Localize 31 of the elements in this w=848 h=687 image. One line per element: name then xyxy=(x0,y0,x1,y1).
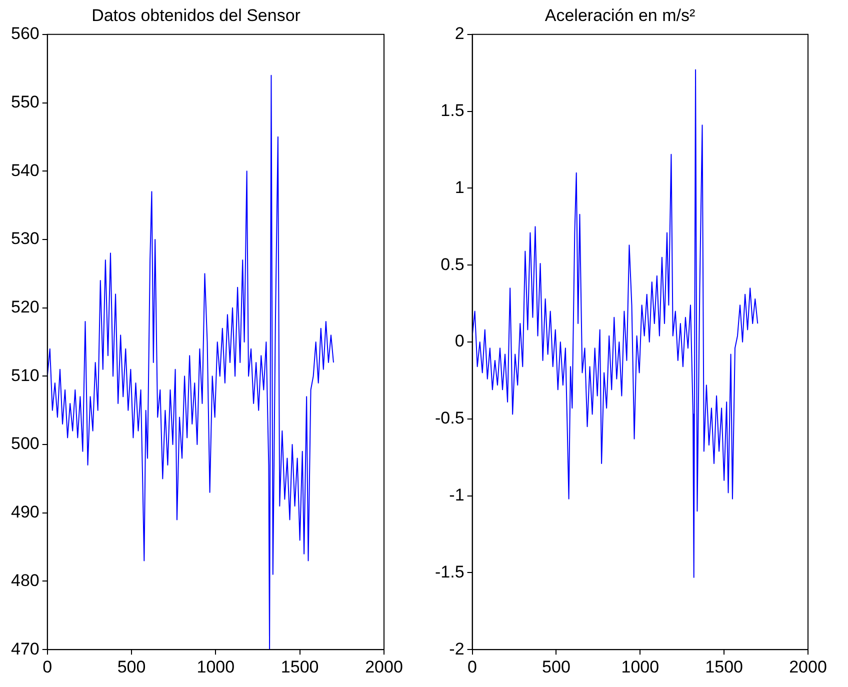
y-tick-label: 480 xyxy=(10,570,40,590)
y-tick-label: -2 xyxy=(449,639,464,658)
y-tick-label: 2 xyxy=(454,24,464,44)
x-tick-label: 1500 xyxy=(705,657,743,676)
y-tick-label: 500 xyxy=(10,434,40,454)
y-tick-label: 1 xyxy=(454,178,464,197)
x-tick-label: 0 xyxy=(468,657,478,676)
x-tick-label: 1000 xyxy=(621,657,660,676)
y-tick-label: 470 xyxy=(10,639,40,658)
y-tick-label: 0 xyxy=(454,332,464,351)
y-tick-label: -0.5 xyxy=(434,408,464,428)
y-tick-label: 530 xyxy=(10,229,40,248)
x-tick-label: 2000 xyxy=(789,657,827,676)
y-tick-label: 540 xyxy=(10,160,40,180)
chart-title: Datos obtenidos del Sensor xyxy=(92,6,301,25)
x-tick-label: 500 xyxy=(542,657,570,676)
y-tick-label: 520 xyxy=(10,298,40,317)
x-tick-label: 1500 xyxy=(280,657,319,676)
chart-title: Aceleración en m/s² xyxy=(544,6,696,25)
y-tick-label: 1.5 xyxy=(440,100,464,120)
x-tick-label: 2000 xyxy=(365,657,403,676)
y-tick-label: 510 xyxy=(10,366,40,385)
x-tick-label: 0 xyxy=(42,657,52,676)
y-tick-label: 550 xyxy=(10,92,40,112)
x-tick-label: 1000 xyxy=(196,657,235,676)
y-tick-label: 0.5 xyxy=(440,254,464,274)
y-tick-label: 490 xyxy=(10,502,40,522)
y-tick-label: -1.5 xyxy=(434,562,464,582)
y-tick-label: 560 xyxy=(10,24,40,44)
x-tick-label: 500 xyxy=(117,657,146,676)
y-tick-label: -1 xyxy=(449,485,464,504)
